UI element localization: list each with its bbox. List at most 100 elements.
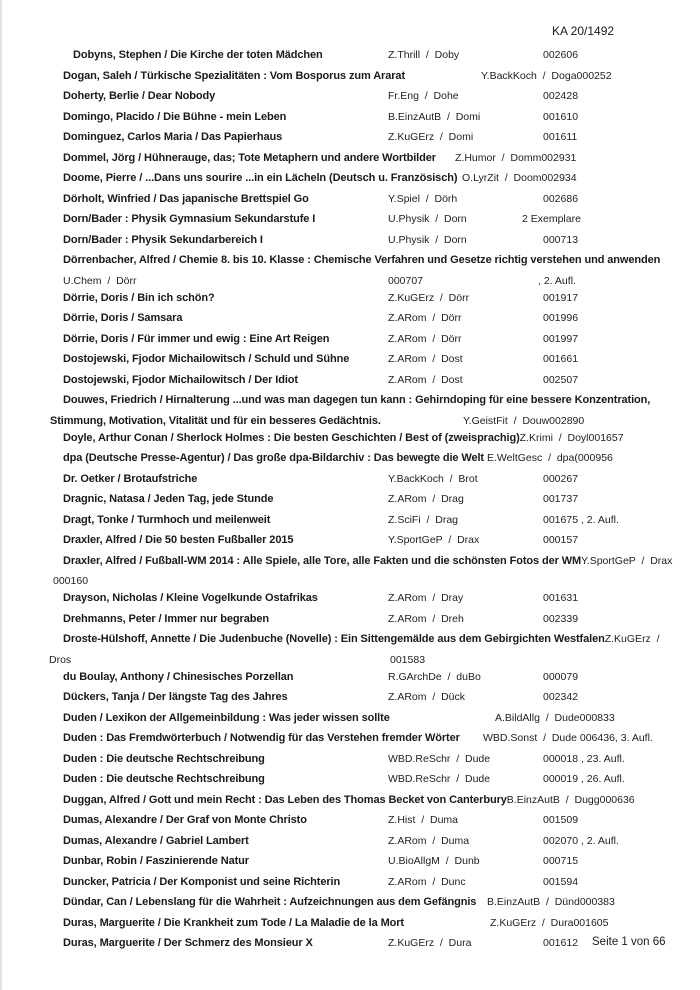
row-segment: E.WeltGesc / dpa(000956 xyxy=(487,448,613,466)
list-item: Dominguez, Carlos Maria / Das Papierhaus… xyxy=(0,127,700,148)
entry-category-code: Y.BackKoch / Brot xyxy=(388,472,478,485)
list-item: Duden : Die deutsche Rechtschreibung WBD.… xyxy=(0,749,700,770)
list-item: Dumas, Alexandre / Der Graf von Monte Ch… xyxy=(0,810,700,831)
list-item: Dostojewski, Fjodor Michailowitsch / Sch… xyxy=(0,349,700,370)
row-segment: 001996 xyxy=(543,308,578,326)
row-segment: Dobyns, Stephen / Die Kirche der toten M… xyxy=(73,45,323,63)
row-segment: 001612 xyxy=(543,933,578,951)
row-segment: Droste-Hülshoff, Annette / Die Judenbuch… xyxy=(63,629,660,647)
list-item: Dörholt, Winfried / Das japanische Brett… xyxy=(0,189,700,210)
row-segment: Y.SportGeP / Drax xyxy=(388,530,479,548)
entry-category-code: Z.SciFi / Drag xyxy=(388,513,459,526)
list-item: Dogan, Saleh / Türkische Spezialitäten :… xyxy=(0,66,700,87)
list-item: Duras, Marguerite / Der Schmerz des Mons… xyxy=(0,933,700,954)
document-ref: KA 20/1492 xyxy=(552,24,615,38)
entry-accession-number: 002428 xyxy=(543,90,579,102)
entry-title: Duras, Marguerite / Der Schmerz des Mons… xyxy=(63,937,313,949)
entry-accession-number: 001631 xyxy=(543,592,579,604)
entry-title: Dobyns, Stephen / Die Kirche der toten M… xyxy=(73,49,323,61)
row-segment: 001737 xyxy=(543,489,578,507)
row-segment: O.LyrZit / Doom002934 xyxy=(462,168,577,186)
row-segment: Domingo, Placido / Die Bühne - mein Lebe… xyxy=(63,107,286,125)
page-number: Seite 1 von 66 xyxy=(592,936,666,948)
entry-category-code: Z.KuGErz / xyxy=(604,633,660,645)
entry-category-code: B.EinzAutB / Domi xyxy=(388,110,481,123)
row-segment: 001997 xyxy=(543,329,578,347)
entry-title: Domingo, Placido / Die Bühne - mein Lebe… xyxy=(63,110,287,123)
entry-title: Dominguez, Carlos Maria / Das Papierhaus xyxy=(63,131,283,143)
row-segment: Dogan, Saleh / Türkische Spezialitäten :… xyxy=(63,66,405,84)
row-segment: 001594 xyxy=(543,872,578,890)
entry-category-code: Y.Spiel / Dörh xyxy=(388,192,458,205)
entry-category-code: Fr.Eng / Dohe xyxy=(388,90,459,102)
list-item: Doyle, Arthur Conan / Sherlock Holmes : … xyxy=(0,428,700,449)
entry-category-code: Z.Thrill / Doby xyxy=(388,49,460,61)
entry-accession-number: 000079 xyxy=(543,670,579,683)
row-segment: U.Physik / Dorn xyxy=(388,209,467,227)
list-item: Dobyns, Stephen / Die Kirche der toten M… xyxy=(0,45,700,66)
entry-title: Draxler, Alfred / Fußball-WM 2014 : Alle… xyxy=(63,554,582,567)
row-segment: B.EinzAutB / Dünd000383 xyxy=(487,892,615,910)
entry-title: Dostojewski, Fjodor Michailowitsch / Der… xyxy=(63,373,298,386)
row-segment: Duden : Die deutsche Rechtschreibung xyxy=(63,749,265,767)
list-item: Douwes, Friedrich / Hirnalterung ...und … xyxy=(0,390,700,411)
entry-accession-number: 001657 xyxy=(588,431,624,444)
row-segment: Z.ARom / Duma xyxy=(388,831,469,849)
row-segment: Draxler, Alfred / Fußball-WM 2014 : Alle… xyxy=(63,551,672,569)
row-segment: dpa (Deutsche Presse-Agentur) / Das groß… xyxy=(63,448,487,466)
entry-title: Doyle, Arthur Conan / Sherlock Holmes : … xyxy=(63,431,520,444)
entry-category-code: A.BildAllg / Dude xyxy=(495,711,580,724)
entry-accession-number: 002070 , 2. Aufl. xyxy=(543,834,619,847)
entry-accession-number: 000713 xyxy=(543,233,579,246)
entry-category-code: B.EinzAutB / Dünd xyxy=(487,896,580,908)
row-segment: Z.ARom / Dunc xyxy=(388,872,466,890)
entry-accession-number: 000956 xyxy=(577,452,613,464)
entry-title: Dörholt, Winfried / Das japanische Brett… xyxy=(63,192,309,205)
list-item: Duggan, Alfred / Gott und mein Recht : D… xyxy=(0,790,700,811)
list-item: Drayson, Nicholas / Kleine Vogelkunde Os… xyxy=(0,588,700,609)
row-segment: U.BioAllgM / Dunb xyxy=(388,851,480,869)
list-item: Duden / Lexikon der Allgemeinbildung : W… xyxy=(0,708,700,729)
entry-category-code: Z.ARom / Dück xyxy=(388,691,466,703)
row-segment: Z.KuGErz / Domi xyxy=(388,127,473,145)
entry-accession-number: 2 Exemplare xyxy=(522,213,581,225)
entry-title: dpa (Deutsche Presse-Agentur) / Das groß… xyxy=(63,452,487,464)
list-item: Draxler, Alfred / Fußball-WM 2014 : Alle… xyxy=(0,551,700,572)
row-segment: Drayson, Nicholas / Kleine Vogelkunde Os… xyxy=(63,588,318,606)
entry-title: Duden : Das Fremdwörterbuch / Notwendig … xyxy=(63,732,460,744)
entry-title: Dörrie, Doris / Bin ich schön? xyxy=(63,291,215,304)
entry-accession-number: 001661 xyxy=(543,353,579,365)
list-item: Dörrie, Doris / Für immer und ewig : Ein… xyxy=(0,329,700,350)
row-segment: Dündar, Can / Lebenslang für die Wahrhei… xyxy=(63,892,479,910)
entry-title: Dommel, Jörg / Hühnerauge, das; Tote Met… xyxy=(63,151,436,164)
entry-title: Dragt, Tonke / Turmhoch und meilenweit xyxy=(63,513,271,526)
entry-accession-number: 001509 xyxy=(543,814,579,826)
entry-category-code: Y.SportGeP / Drax xyxy=(388,534,480,546)
row-segment: Dr. Oetker / Brotaufstriche xyxy=(63,469,197,487)
list-item: Dörrie, Doris / Bin ich schön? Z.KuGErz /… xyxy=(0,288,700,309)
row-segment: 001583 xyxy=(390,650,425,668)
list-item: Dros 001583 xyxy=(0,650,700,667)
entry-title: Dumas, Alexandre / Gabriel Lambert xyxy=(63,834,249,847)
row-segment: Z.ARom / Drag xyxy=(388,489,464,507)
entry-category-code: Z.KuGErz / Domi xyxy=(388,131,474,143)
entry-title: Dunbar, Robin / Faszinierende Natur xyxy=(63,855,249,867)
row-segment: U.Physik / Dorn xyxy=(388,230,467,248)
row-segment: Z.ARom / Dost xyxy=(388,349,463,367)
list-item: Duncker, Patricia / Der Komponist und se… xyxy=(0,872,700,893)
row-segment: Dragnic, Natasa / Jeden Tag, jede Stunde xyxy=(63,489,273,507)
row-segment: 001631 xyxy=(543,588,578,606)
entry-accession-number: 001675 , 2. Aufl. xyxy=(543,513,619,526)
entry-category-code: B.EinzAutB / Dugg xyxy=(506,793,600,806)
entry-category-code: Y.SportGeP / Drax xyxy=(581,554,673,567)
entry-category-code: Z.KuGErz / Dörr xyxy=(388,291,470,304)
entry-category-code: Z.Hist / Duma xyxy=(388,814,459,826)
row-segment: Dörrie, Doris / Für immer und ewig : Ein… xyxy=(63,329,329,347)
row-segment: Y.BackKoch / Doga000252 xyxy=(481,66,612,84)
row-segment: 001611 xyxy=(543,127,577,145)
list-item: Dörrie, Doris / Samsara Z.ARom / Dörr 0019… xyxy=(0,308,700,329)
entry-title: Drehmanns, Peter / Immer nur begraben xyxy=(63,612,269,625)
entry-title: Duras, Marguerite / Die Krankheit zum To… xyxy=(63,916,404,929)
entry-category-code: WBD.Sonst / Dude xyxy=(483,732,577,744)
list-item: Dorn/Bader : Physik Gymnasium Sekundarst… xyxy=(0,209,700,230)
